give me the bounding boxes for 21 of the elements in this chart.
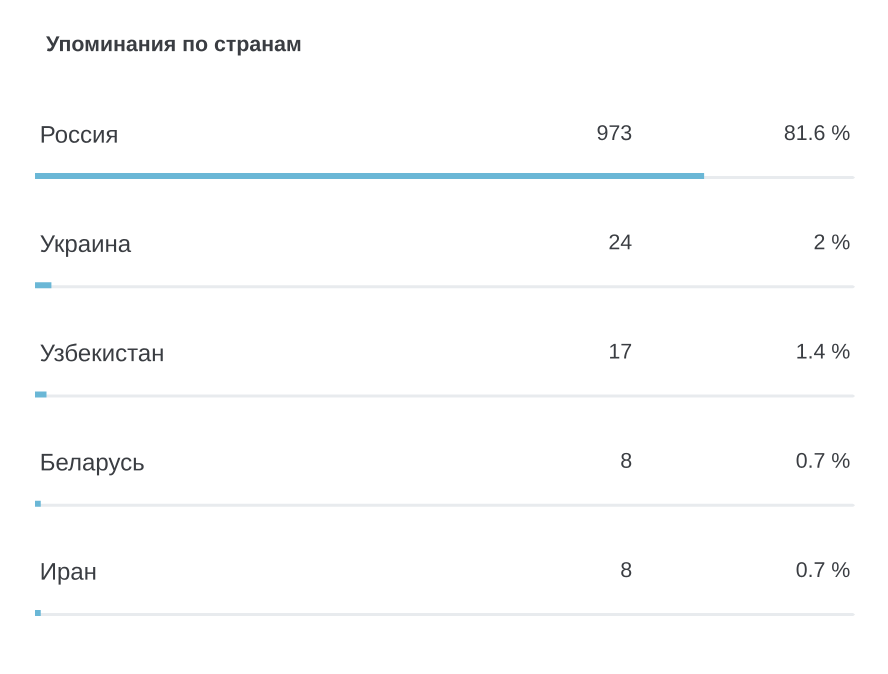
- y-tick-label: Узбекистан: [40, 344, 163, 362]
- y-tick-label: Россия: [42, 126, 117, 143]
- bar: [35, 391, 46, 398]
- y-tick-label: Беларусь: [42, 454, 144, 476]
- data-label: 0.7 %: [796, 452, 850, 468]
- bar: [35, 282, 52, 288]
- data-label: 81.6 %: [784, 125, 850, 140]
- data-label: 0.7 %: [796, 562, 850, 578]
- data-label: 1.4 %: [797, 344, 850, 359]
- annotation: 973: [598, 125, 632, 140]
- data-label: 2 %: [814, 234, 850, 250]
- annotation: 24: [610, 234, 632, 250]
- annotation: 17: [610, 344, 632, 358]
- bar: [35, 500, 41, 507]
- bar: [35, 172, 704, 179]
- bar: [35, 610, 41, 616]
- y-tick-label: Украина: [40, 235, 132, 257]
- y-tick-label: Иран: [42, 563, 96, 585]
- annotation: 8: [621, 452, 632, 468]
- chart-title: Упоминания по странам: [46, 36, 300, 56]
- annotation: 8: [621, 562, 632, 578]
